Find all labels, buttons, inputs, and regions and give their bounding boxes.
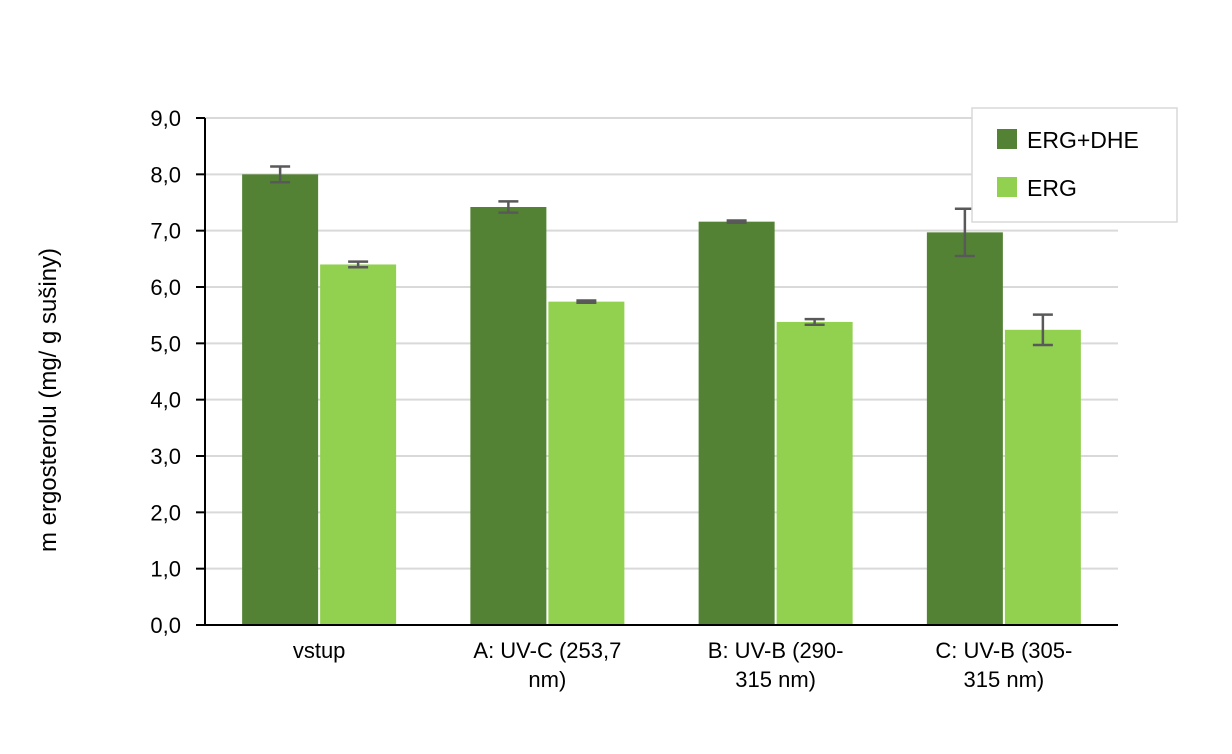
x-category-label: 315 nm) — [964, 667, 1045, 692]
bar-erg — [1004, 329, 1081, 625]
bar-erg — [320, 264, 397, 625]
y-tick-label: 5,0 — [150, 331, 181, 356]
y-tick-label: 6,0 — [150, 275, 181, 300]
bar-erg — [776, 321, 853, 625]
bar-erg-dhe — [698, 221, 775, 626]
bars — [242, 174, 1081, 626]
error-bars — [270, 165, 1053, 347]
legend-label: ERG — [1027, 175, 1077, 201]
legend: ERG+DHE ERG — [971, 107, 1178, 223]
y-tick-label: 4,0 — [150, 388, 181, 413]
bar-erg — [548, 301, 625, 625]
x-category-label: nm) — [528, 667, 566, 692]
y-axis-ticks: 0,0 1,0 2,0 3,0 4,0 5,0 6,0 7,0 8,0 9,0 — [150, 106, 205, 638]
legend-swatch — [997, 177, 1017, 197]
legend-label: ERG+DHE — [1027, 127, 1139, 153]
bar-erg-dhe — [242, 174, 319, 626]
x-category-label: A: UV-C (253,7 — [473, 638, 621, 663]
y-tick-label: 8,0 — [150, 162, 181, 187]
y-tick-label: 7,0 — [150, 219, 181, 244]
y-tick-label: 9,0 — [150, 106, 181, 131]
y-tick-label: 2,0 — [150, 500, 181, 525]
y-tick-label: 3,0 — [150, 444, 181, 469]
y-axis-title: m ergosterolu (mg/ g sušiny) — [35, 248, 62, 552]
x-category-label: C: UV-B (305- — [935, 638, 1072, 663]
x-category-label: B: UV-B (290- — [708, 638, 844, 663]
y-tick-label: 0,0 — [150, 613, 181, 638]
x-axis-labels: vstup A: UV-C (253,7 nm) B: UV-B (290- 315 n… — [293, 638, 1073, 692]
bar-erg-dhe — [470, 207, 547, 626]
legend-swatch — [997, 129, 1017, 149]
y-tick-label: 1,0 — [150, 557, 181, 582]
x-category-label: 315 nm) — [735, 667, 816, 692]
x-category-label: vstup — [293, 638, 346, 663]
axes — [204, 118, 1118, 626]
bar-erg-dhe — [926, 232, 1003, 625]
legend-box — [971, 107, 1178, 223]
